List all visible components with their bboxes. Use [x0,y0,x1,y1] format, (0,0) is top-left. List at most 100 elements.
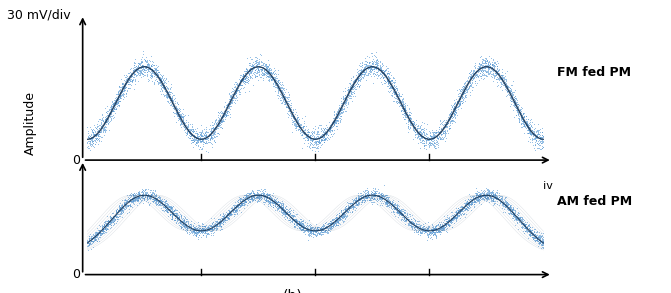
Point [123,203,134,207]
Point [105,215,115,220]
Point [121,198,132,203]
Point [398,96,409,100]
Point [242,80,253,85]
Point [238,199,248,203]
Point [299,141,309,146]
Point [252,62,262,67]
Point [138,191,148,195]
Point [366,191,376,196]
Point [464,74,475,79]
Point [231,207,242,212]
Point [415,135,426,139]
Point [170,214,180,219]
Point [331,118,342,123]
Point [276,90,287,94]
Point [278,89,289,94]
Point [380,198,391,203]
Point [105,113,116,118]
Point [108,109,119,114]
Point [224,92,235,96]
Point [356,195,367,200]
Point [368,64,379,69]
Point [520,124,531,128]
Point [384,79,395,84]
Point [138,71,148,76]
Point [339,215,350,219]
Point [105,103,116,108]
Point [215,220,226,224]
Point [442,114,453,119]
Point [197,229,208,234]
Point [509,207,519,212]
Point [383,69,394,73]
Point [113,91,123,96]
Point [148,197,159,202]
Point [313,145,323,150]
Point [497,197,507,202]
Point [262,195,272,200]
Point [454,208,464,213]
Point [316,138,327,143]
Point [331,223,342,227]
Point [523,131,534,136]
Point [530,235,541,239]
Point [358,197,369,202]
Point [85,133,95,138]
Point [231,211,242,216]
Point [323,129,334,133]
Point [403,126,414,131]
Point [100,128,111,133]
Point [458,85,468,90]
Point [103,118,113,123]
Point [409,132,420,136]
Point [117,88,127,93]
Point [113,94,123,99]
Point [105,107,116,112]
Point [110,100,121,105]
Point [451,209,462,214]
Point [255,192,266,196]
Point [336,217,347,222]
Point [235,83,246,87]
Point [521,113,531,118]
Point [486,55,497,60]
Point [171,213,182,218]
Point [244,197,254,201]
Point [497,88,507,92]
Point [377,201,388,205]
Point [400,107,411,112]
Point [212,219,223,224]
Point [137,64,148,69]
Point [302,228,313,232]
Point [338,101,349,105]
Point [217,118,228,123]
Point [181,224,192,229]
Point [393,100,404,105]
Point [399,113,409,117]
Point [305,226,316,230]
Point [97,225,108,230]
Point [279,97,290,101]
Point [202,232,213,236]
Point [403,119,413,123]
Point [411,122,421,127]
Point [513,105,523,110]
Point [474,194,484,199]
Point [282,99,293,103]
Point [306,229,317,234]
Point [263,197,274,202]
Point [193,229,204,233]
Point [248,190,258,194]
Point [85,143,96,148]
Point [497,200,507,205]
Point [499,195,510,200]
Point [178,218,189,223]
Point [519,222,530,227]
Point [476,69,486,74]
Point [95,127,106,132]
Point [403,119,414,123]
Point [148,192,159,197]
Point [354,77,365,81]
Point [389,76,400,81]
Point [510,98,521,103]
